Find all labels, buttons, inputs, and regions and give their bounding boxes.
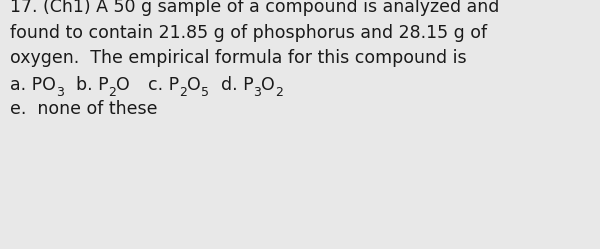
Text: e.  none of these: e. none of these — [10, 100, 157, 118]
Text: 17. (Ch1) A 50 g sample of a compound is analyzed and: 17. (Ch1) A 50 g sample of a compound is… — [10, 0, 499, 16]
Text: found to contain 21.85 g of phosphorus and 28.15 g of: found to contain 21.85 g of phosphorus a… — [10, 23, 487, 42]
Text: 2: 2 — [275, 86, 283, 99]
Text: d. P: d. P — [221, 76, 253, 94]
Text: O: O — [187, 76, 201, 94]
Text: oxygen.  The empirical formula for this compound is: oxygen. The empirical formula for this c… — [10, 49, 467, 67]
Text: O: O — [261, 76, 275, 94]
Text: 2: 2 — [179, 86, 187, 99]
Text: c. P: c. P — [148, 76, 179, 94]
Text: O: O — [116, 76, 130, 94]
Text: a. PO: a. PO — [10, 76, 56, 94]
Text: b. P: b. P — [76, 76, 109, 94]
Text: 3: 3 — [56, 86, 64, 99]
Text: 2: 2 — [109, 86, 116, 99]
Text: 3: 3 — [253, 86, 261, 99]
Text: 5: 5 — [201, 86, 209, 99]
